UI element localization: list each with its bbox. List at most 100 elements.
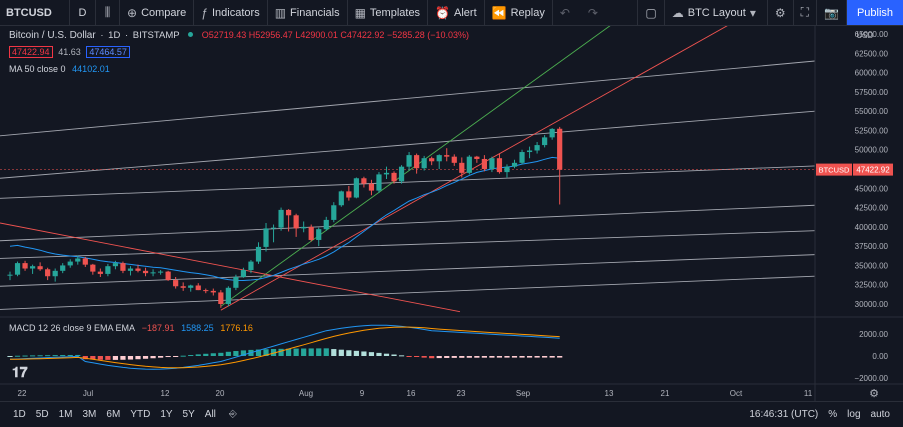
last-price-label: 47422.92 [856, 166, 890, 175]
candle-body [429, 158, 435, 162]
plus-circle-icon: ⊕ [127, 5, 138, 20]
time-tick: 23 [457, 389, 466, 398]
macd-hist-bar [112, 356, 119, 360]
calendar-icon[interactable]: ⎆ [228, 409, 237, 420]
indicators-button[interactable]: ƒ Indicators [194, 0, 268, 25]
templates-button[interactable]: ▦ Templates [348, 0, 429, 25]
redo-button[interactable]: ↷ [581, 0, 609, 25]
percent-toggle[interactable]: % [828, 409, 838, 420]
undo-button[interactable]: ↶ [553, 0, 581, 25]
range-button-ytd[interactable]: YTD [130, 409, 151, 420]
legend-close: C47422.92 [340, 30, 385, 40]
range-button-all[interactable]: All [204, 409, 216, 420]
time-tick: Jul [83, 389, 93, 398]
macd-hist-bar [383, 353, 390, 356]
time-tick: 9 [360, 389, 365, 398]
candle-body [346, 191, 352, 198]
trendline-3 [0, 204, 815, 242]
range-button-1m[interactable]: 1M [58, 409, 73, 420]
candle-body [353, 178, 359, 198]
log-toggle[interactable]: log [847, 409, 861, 420]
candle-body [526, 150, 533, 153]
range-button-5d[interactable]: 5D [35, 409, 49, 420]
red-trendline [220, 26, 728, 311]
macd-hist-bar [346, 350, 352, 356]
interval-button[interactable]: D [70, 0, 96, 25]
alert-button[interactable]: ⏰ Alert [428, 0, 485, 25]
candle-body [301, 226, 307, 229]
settings-button[interactable]: ⚙ [768, 0, 794, 25]
trendline-5 [0, 254, 815, 287]
price-tick: 60000.00 [855, 69, 889, 78]
candle-body [158, 271, 164, 273]
buy-price[interactable]: 47464.57 [86, 46, 130, 58]
range-button-6m[interactable]: 6M [106, 409, 121, 420]
compare-button[interactable]: ⊕ Compare [120, 0, 195, 25]
legend-title: Bitcoin / U.S. Dollar [9, 30, 96, 41]
macd-hist-bar [225, 351, 231, 356]
indicators-label: Indicators [212, 6, 260, 19]
price-tick: 65000.00 [855, 30, 889, 39]
candle-body [7, 274, 13, 276]
candle-body [67, 261, 73, 266]
fullscreen-button[interactable]: ⛶ [794, 0, 818, 25]
symbol-label: BTCUSD [6, 6, 52, 19]
macd-hist-bar [135, 356, 141, 360]
macd-hist-bar [436, 356, 442, 359]
range-button-5y[interactable]: 5Y [182, 409, 195, 420]
market-status-dot [188, 32, 194, 37]
replay-button[interactable]: ⏪ Replay [485, 0, 553, 25]
price-tick: 52500.00 [855, 126, 889, 135]
macd-hist-bar [338, 349, 344, 356]
candle-body [436, 155, 442, 162]
legend-open: O52719.43 [201, 30, 247, 40]
bar-chart-icon: ▥ [274, 5, 287, 20]
macd-hist-bar [45, 355, 51, 357]
clock-display[interactable]: 16:46:31 (UTC) [749, 409, 819, 420]
candle-body [361, 178, 367, 184]
macd-hist-bar [376, 352, 382, 356]
snapshot-button[interactable]: 📷 [817, 0, 847, 25]
candle-body [421, 158, 427, 169]
layout-button[interactable]: ☁ BTC Layout ▾ [665, 0, 768, 25]
macd-hist-bar [316, 348, 322, 356]
candle-body [368, 183, 375, 191]
macd-hist-bar [22, 355, 28, 357]
candle-body [22, 263, 28, 269]
range-button-1d[interactable]: 1D [13, 409, 26, 420]
candles-layer [7, 126, 563, 308]
candle-body [451, 156, 457, 163]
macd-hist-bar [37, 355, 43, 357]
time-tick: Oct [730, 389, 743, 398]
sell-price[interactable]: 47422.94 [9, 46, 53, 58]
macd-hist-bar [511, 356, 518, 358]
candle-body [173, 280, 179, 287]
macd-hist-bar [353, 350, 359, 356]
candle-body [519, 152, 525, 163]
candle-body [414, 155, 420, 169]
trendline-2 [0, 165, 815, 199]
price-tick: 57500.00 [855, 88, 889, 97]
macd-hist-bar [7, 356, 13, 357]
publish-button[interactable]: Publish [847, 0, 903, 25]
axis-settings-icon[interactable]: ⚙ [869, 387, 879, 400]
chart-type-button[interactable]: ⫼ [96, 0, 120, 25]
trendline-6 [0, 275, 815, 310]
macd-hist-bar [52, 355, 58, 357]
fullscreen-toggle[interactable]: ▢ [637, 0, 665, 25]
chevron-down-icon: ▾ [749, 5, 756, 20]
chart-area[interactable]: USD 65000.00 62500.00 60000.00 57500.00 55000… [0, 26, 903, 401]
candle-body [331, 205, 337, 220]
auto-toggle[interactable]: auto [870, 409, 890, 420]
macd-hist-bar [466, 356, 472, 358]
range-button-1y[interactable]: 1Y [160, 409, 173, 420]
alarm-clock-icon: ⏰ [435, 5, 451, 20]
financials-button[interactable]: ▥ Financials [268, 0, 348, 25]
symbol-search-button[interactable]: BTCUSD [0, 0, 70, 25]
bottom-toolbar: 1D 5D 1M 3M 6M YTD 1Y 5Y All ⎆ 16:46:31 (UTC) % … [0, 401, 903, 427]
spread-value: 41.63 [58, 47, 81, 57]
macd-hist-bar [29, 355, 36, 357]
range-button-3m[interactable]: 3M [82, 409, 97, 420]
candle-body [489, 158, 495, 169]
